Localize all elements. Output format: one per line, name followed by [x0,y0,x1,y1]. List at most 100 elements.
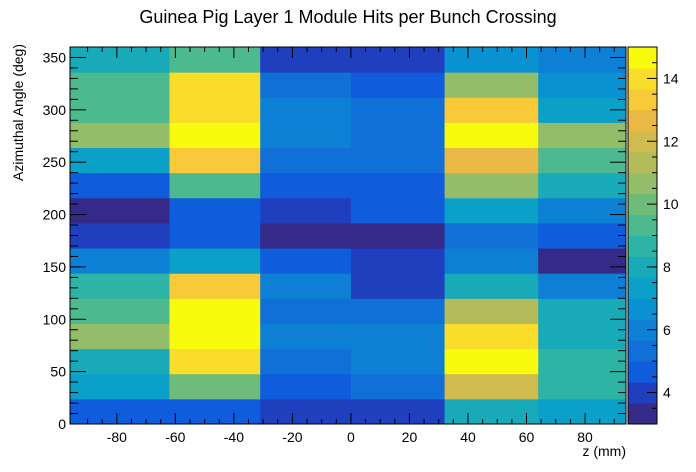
heatmap-cell [538,373,627,400]
heatmap-cells [70,47,627,425]
heatmap-cell [260,47,352,73]
colorbar-segment [628,256,657,278]
heatmap-cell [169,323,261,350]
heatmap-cell [444,398,539,425]
heatmap-cell [350,197,446,224]
heatmap-cell [169,122,261,149]
x-axis-label: z (mm) [582,443,626,459]
heatmap-cell [260,373,352,400]
heatmap-cell [70,248,170,274]
heatmap-cell [260,398,352,425]
heatmap-cell [70,323,170,350]
x-tick-label: 40 [460,429,476,445]
heatmap-cell [444,197,539,224]
heatmap-cell [169,97,261,123]
y-tick-label: 0 [58,416,66,432]
colorbar-tick-label: 8 [663,259,671,275]
heatmap-cell [260,248,352,274]
heatmap-cell [169,248,261,274]
heatmap-cell [350,222,446,249]
heatmap-cell [444,348,539,375]
x-tick-label: -20 [282,429,302,445]
heatmap-cell [70,122,170,149]
heatmap-cell [260,122,352,149]
x-tick-label: -80 [107,429,127,445]
colorbar-segment [628,277,657,299]
heatmap-cell [350,147,446,174]
heatmap-cell [260,323,352,350]
heatmap-cell [169,72,261,98]
heatmap-cell [444,47,539,73]
heatmap-cell [444,122,539,149]
heatmap-cell [444,323,539,350]
heatmap-cell [538,348,627,375]
chart-title: Guinea Pig Layer 1 Module Hits per Bunch… [139,7,556,27]
heatmap-cell [350,298,446,324]
heatmap-cell [538,248,627,274]
heatmap-cell [169,172,261,199]
y-tick-label: 200 [43,207,67,223]
heatmap-cell [260,147,352,174]
colorbar-segment [628,382,657,404]
heatmap-cell [70,298,170,324]
heatmap-cell [260,97,352,123]
colorbar-segment [628,235,657,257]
heatmap-cell [70,348,170,375]
y-tick-label: 100 [43,311,67,327]
heatmap-cell [350,273,446,299]
heatmap-cell [444,248,539,274]
x-tick-label: -40 [224,429,244,445]
heatmap-cell [350,72,446,98]
heatmap-cell [444,97,539,123]
heatmap-cell [444,147,539,174]
heatmap-cell [350,373,446,400]
y-tick-label: 50 [50,364,66,380]
heatmap-cell [444,222,539,249]
heatmap-cell [169,47,261,73]
y-axis-label: Azimuthal Angle (deg) [10,44,26,181]
heatmap-cell [169,298,261,324]
heatmap-cell [350,398,446,425]
y-tick-label: 150 [43,259,67,275]
colorbar: 4 6 8 10 12 14 [627,46,679,425]
heatmap-cell [538,122,627,149]
heatmap-cell [70,47,170,73]
heatmap-cell [350,97,446,123]
heatmap-cell [444,172,539,199]
heatmap-cell [70,197,170,224]
heatmap-cell [70,273,170,299]
heatmap-cell [70,373,170,400]
colorbar-segment [628,88,657,111]
heatmap-cell [70,172,170,199]
heatmap-cell [350,323,446,350]
heatmap-cell [260,197,352,224]
colorbar-segment [628,172,657,195]
heatmap-cell [169,373,261,400]
x-tick-label: 80 [577,429,593,445]
heatmap-cell [260,298,352,324]
heatmap-cell [538,222,627,249]
heatmap-cell [538,147,627,174]
heatmap-cell [169,348,261,375]
colorbar-segment [628,298,657,320]
heatmap-cell [169,147,261,174]
heatmap-cell [350,172,446,199]
heatmap-cell [70,72,170,98]
heatmap-cell [444,273,539,299]
heatmap-cell [538,172,627,199]
colorbar-segment [628,340,657,362]
x-tick-label: 0 [347,429,355,445]
heatmap-cell [538,197,627,224]
heatmap-cell [350,122,446,149]
y-tick-label: 350 [43,49,67,65]
colorbar-tick-label: 6 [663,322,671,338]
heatmap-cell [260,72,352,98]
y-tick-label: 300 [43,102,67,118]
heatmap-cell [260,273,352,299]
colorbar-segment [628,47,657,69]
heatmap-cell [350,47,446,73]
heatmap-cell [350,348,446,375]
heatmap-cell [260,172,352,199]
x-tick-label: 20 [402,429,418,445]
